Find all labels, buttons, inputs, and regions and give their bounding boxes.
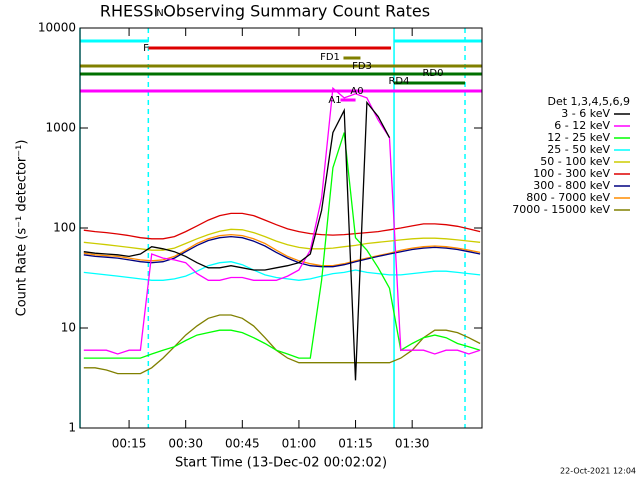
x-tick-label: 00:15	[112, 437, 147, 451]
series-line	[83, 132, 481, 359]
annotation-label: F	[143, 43, 149, 54]
y-tick-label: 1	[68, 421, 76, 435]
chart-title: RHESSI Observing Summary Count Rates	[100, 2, 430, 21]
annotation-label: FD3	[352, 61, 372, 72]
plot-frame	[79, 27, 483, 429]
timestamp: 22-Oct-2021 12:04	[560, 467, 636, 476]
series-line	[83, 86, 481, 355]
annotation-label: A0	[350, 86, 363, 97]
legend-label: 800 - 7000 keV	[526, 191, 610, 204]
y-axis-label: Count Rate (s⁻¹ detector⁻¹)	[15, 140, 30, 317]
x-tick-label: 01:15	[338, 437, 373, 451]
series-line	[83, 235, 481, 268]
y-tick-label: 10000	[38, 21, 76, 35]
legend-label: 7000 - 15000 keV	[512, 203, 610, 216]
legend-label: 12 - 25 keV	[547, 131, 610, 144]
annotation-label: FD1	[320, 52, 340, 63]
legend-label: 50 - 100 keV	[540, 155, 610, 168]
x-tick-label: 01:30	[395, 437, 430, 451]
series-line	[83, 212, 481, 240]
x-tick-label: 01:00	[282, 437, 317, 451]
legend-label: 100 - 300 keV	[533, 167, 610, 180]
annotation-label: A1	[328, 95, 341, 106]
annotation-label: N	[156, 8, 163, 19]
y-tick-label: 1000	[45, 121, 76, 135]
annotation-label: RD0	[422, 68, 443, 79]
series-line	[83, 233, 481, 267]
legend-label: 3 - 6 keV	[561, 107, 610, 120]
series-line	[83, 228, 481, 251]
x-axis-label: Start Time (13-Dec-02 00:02:02)	[175, 456, 387, 471]
series-line	[83, 100, 391, 381]
legend-label: 25 - 50 keV	[547, 143, 610, 156]
series-line	[83, 314, 481, 375]
y-tick-label: 10	[61, 321, 76, 335]
x-tick-label: 00:30	[168, 437, 203, 451]
legend-title: Det 1,3,4,5,6,9	[547, 95, 630, 108]
annotation-label: RD4	[388, 76, 409, 87]
legend-label: 300 - 800 keV	[533, 179, 610, 192]
y-tick-label: 100	[53, 221, 76, 235]
legend-label: 6 - 12 keV	[554, 119, 610, 132]
x-tick-label: 00:45	[225, 437, 260, 451]
